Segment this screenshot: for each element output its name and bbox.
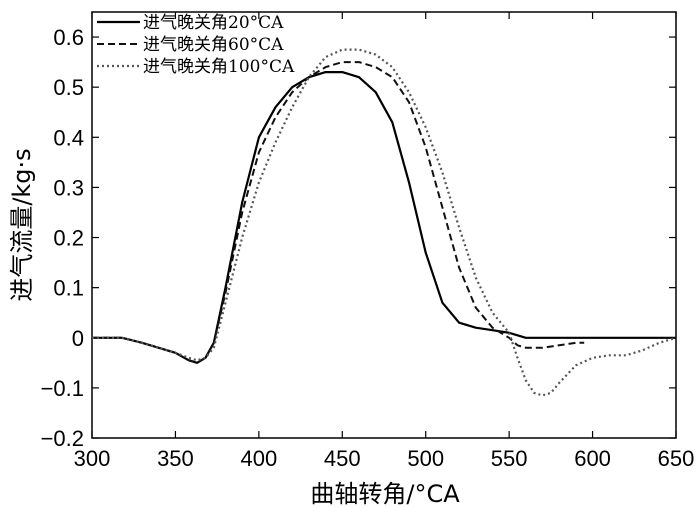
- y-tick-label: 0: [72, 326, 84, 351]
- series-line-1: [92, 71, 676, 364]
- y-tick-label: 0.5: [53, 75, 84, 100]
- legend-label-1: 进气晚关角20°CA: [143, 13, 284, 33]
- legend-label-2: 进气晚关角60°CA: [143, 35, 284, 55]
- x-tick-label: 600: [574, 446, 611, 471]
- y-tick-label: 0.1: [53, 276, 84, 301]
- series-group: [92, 48, 677, 397]
- y-axis-ticks: −0.2 −0.1 0 0.1 0.2 0.3 0.4 0.5 0.6: [41, 25, 676, 451]
- y-tick-label: 0.6: [53, 25, 84, 50]
- series-line-3: [92, 48, 677, 397]
- x-axis-ticks: 300 350 400 450 500 550 600 650: [74, 12, 695, 471]
- plot-area: [91, 11, 677, 439]
- x-tick-label: 350: [157, 446, 194, 471]
- y-tick-label: 0.4: [53, 125, 84, 150]
- y-tick-label: 0.3: [53, 175, 84, 200]
- legend-label-3: 进气晚关角100°CA: [143, 57, 295, 77]
- plot-frame: [91, 11, 677, 439]
- x-tick-label: 450: [324, 446, 361, 471]
- x-axis-title: 曲轴转角/°CA: [310, 480, 460, 507]
- x-tick-label: 550: [491, 446, 528, 471]
- x-tick-label: 300: [74, 446, 111, 471]
- x-tick-label: 400: [240, 446, 277, 471]
- series-line-2: [92, 61, 585, 364]
- y-axis-title: 进气流量/kg·s: [8, 148, 36, 301]
- x-tick-label: 500: [407, 446, 444, 471]
- x-tick-label: 650: [658, 446, 695, 471]
- y-tick-label: 0.2: [53, 226, 84, 251]
- y-tick-label: −0.1: [41, 376, 84, 401]
- y-tick-label: −0.2: [41, 426, 84, 451]
